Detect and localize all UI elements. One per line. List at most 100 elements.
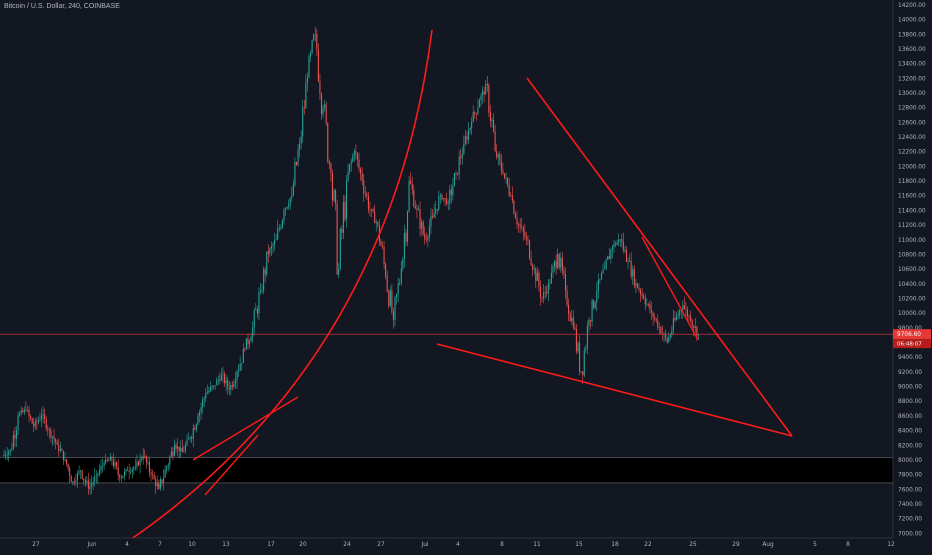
candle-body — [636, 283, 638, 288]
candle-body — [76, 473, 79, 481]
y-axis-tick-label: 10400.00 — [898, 282, 926, 288]
candle-body — [59, 449, 61, 451]
y-axis-tick-label: 8000.00 — [898, 458, 922, 464]
candle-body — [625, 249, 628, 262]
candle-body — [314, 33, 316, 35]
candle-body — [580, 371, 582, 373]
candle-body — [575, 329, 577, 352]
candle-body — [264, 269, 266, 275]
candle-body — [252, 327, 254, 338]
x-axis-tick-label: 22 — [644, 542, 652, 548]
candle-body — [543, 292, 545, 298]
y-axis-tick-label: 12600.00 — [898, 120, 926, 126]
candle-body — [371, 209, 373, 210]
candle-body — [233, 383, 235, 387]
support-zone-box[interactable] — [0, 457, 893, 483]
candle-body — [629, 260, 631, 262]
candle-body — [532, 264, 534, 270]
candle-body — [336, 203, 338, 275]
y-axis-tick-label: 10600.00 — [898, 267, 926, 273]
candle-body — [377, 221, 379, 225]
candle-body — [206, 392, 208, 394]
candle-body — [69, 468, 71, 477]
candle-body — [292, 184, 294, 196]
triangle-upper-line[interactable] — [526, 77, 793, 437]
candle-body — [15, 430, 18, 439]
candle-body — [288, 204, 290, 207]
candle-body — [505, 177, 507, 179]
candle-body — [238, 370, 240, 372]
candle-body — [145, 456, 147, 463]
candle-body — [231, 385, 233, 387]
candle-body — [184, 445, 186, 451]
candle-body — [255, 309, 257, 311]
candle-body — [561, 257, 563, 271]
parabolic-curve[interactable] — [129, 29, 433, 541]
y-axis-panel[interactable] — [893, 0, 932, 550]
candle-body — [81, 470, 83, 479]
wedge-upper-line[interactable] — [192, 396, 299, 461]
candle-body — [539, 286, 542, 298]
candle-body — [417, 209, 420, 210]
y-axis-tick-label: 7000.00 — [898, 531, 922, 537]
wedge-lower-line[interactable] — [204, 434, 259, 496]
candle-body — [466, 136, 468, 140]
candle-body — [169, 457, 171, 465]
candle-body — [388, 291, 390, 307]
candle-body — [289, 198, 291, 205]
candle-body — [26, 409, 29, 411]
candle-body — [19, 413, 21, 416]
y-axis-tick-label: 12400.00 — [898, 135, 926, 141]
candle-body — [508, 185, 510, 196]
y-axis-tick-label: 10200.00 — [898, 296, 926, 302]
candle-body — [657, 320, 659, 328]
candle-body — [471, 121, 473, 129]
candle-body — [227, 380, 229, 388]
candle-body — [511, 195, 513, 201]
y-axis-tick-label: 9200.00 — [898, 370, 922, 376]
symbol-title: Bitcoin / U.S. Dollar, 240, COINBASE — [4, 3, 120, 10]
candle-body — [36, 421, 38, 423]
candle-body — [510, 195, 512, 196]
candle-body — [414, 206, 416, 209]
candle-body — [602, 269, 604, 274]
candle-body — [245, 338, 247, 350]
x-axis-tick-label: 27 — [32, 542, 40, 548]
candle-body — [325, 104, 327, 124]
candle-body — [428, 226, 430, 237]
candle-body — [131, 469, 133, 472]
candle-body — [421, 221, 423, 229]
candle-body — [167, 464, 169, 467]
candle-body — [249, 341, 251, 345]
candle-body — [112, 459, 115, 467]
candle-body — [62, 450, 64, 461]
candle-body — [191, 437, 193, 439]
candle-body — [391, 290, 393, 312]
x-axis-panel[interactable] — [0, 538, 932, 550]
candle-body — [613, 243, 615, 247]
candle-body — [333, 189, 335, 201]
y-axis-tick-label: 11600.00 — [898, 194, 926, 200]
triangle-lower-line[interactable] — [436, 343, 793, 437]
candle-body — [205, 393, 207, 399]
candle-body — [685, 308, 687, 310]
candle-body — [563, 270, 565, 274]
candle-body — [372, 209, 374, 212]
candle-body — [275, 239, 277, 241]
candle-body — [105, 459, 107, 464]
candle-body — [489, 112, 491, 121]
candle-body — [198, 412, 201, 416]
candle-body — [75, 480, 77, 482]
flag-line[interactable] — [641, 236, 699, 341]
candle-body — [261, 290, 263, 292]
candle-body — [688, 316, 690, 317]
current-price-value: 9706.60 — [897, 332, 921, 338]
candle-body — [341, 228, 343, 233]
candle-body — [208, 390, 210, 393]
candle-body — [385, 264, 387, 276]
candle-body — [638, 287, 640, 291]
candle-body — [300, 136, 302, 144]
candle-body — [541, 297, 543, 299]
